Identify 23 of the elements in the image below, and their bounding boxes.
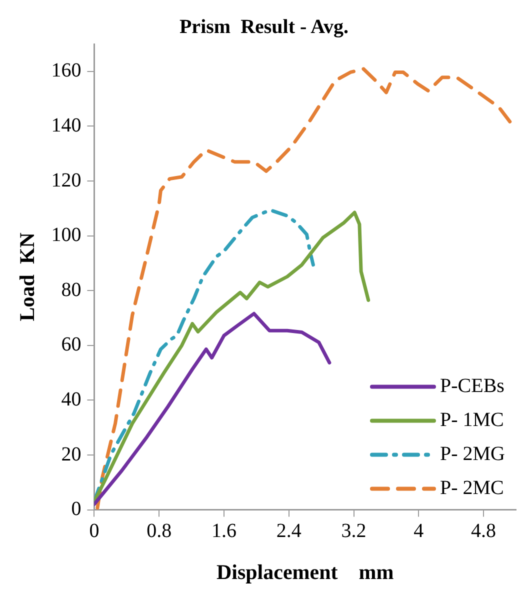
- x-tick-label: 4: [414, 520, 424, 542]
- y-tick-label: 40: [61, 388, 82, 410]
- x-tick-label: 0: [89, 520, 100, 542]
- y-tick-label: 160: [51, 60, 82, 82]
- y-tick-label: 60: [61, 334, 82, 356]
- chart-title: Prism Result - Avg.: [179, 16, 349, 38]
- y-tick-label: 80: [61, 278, 82, 301]
- x-tick-label: 0.8: [146, 520, 172, 542]
- legend-label: P- 1MC: [440, 409, 504, 432]
- legend-label: P-CEBs: [440, 375, 505, 398]
- x-tick-label: 1.6: [211, 520, 236, 542]
- y-tick-label: 20: [61, 443, 82, 466]
- y-tick-label: 100: [51, 224, 82, 246]
- y-tick-label: 0: [71, 498, 82, 520]
- y-axis-title: Load KN: [15, 232, 40, 322]
- x-tick-label: 2.4: [276, 520, 302, 542]
- legend-label: P- 2MG: [440, 443, 506, 466]
- y-tick-label: 140: [51, 114, 82, 136]
- x-tick-label: 4.8: [471, 520, 496, 542]
- x-tick-label: 3.2: [341, 520, 366, 542]
- y-tick-label: 120: [51, 169, 82, 192]
- x-axis-title: Displacement mm: [216, 560, 394, 584]
- legend-label: P- 2MC: [440, 477, 504, 500]
